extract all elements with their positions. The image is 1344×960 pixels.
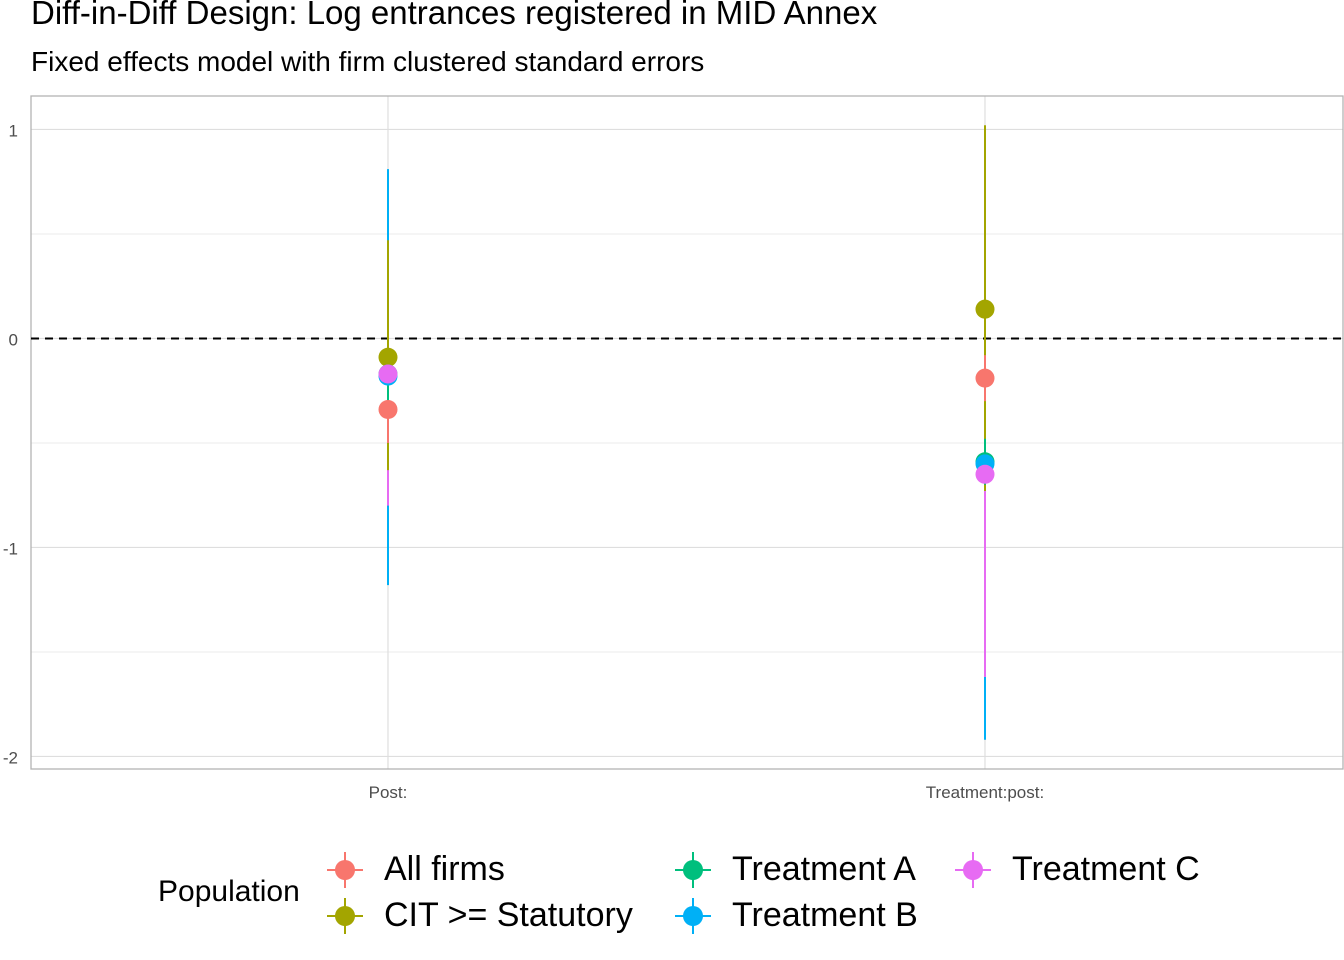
y-tick-label: -2: [3, 748, 18, 767]
legend-key-dot: [335, 906, 355, 926]
legend-label-treatment-a: Treatment A: [732, 850, 916, 888]
y-tick-label: 0: [9, 330, 18, 349]
grid-layer: [30, 95, 1344, 770]
legend-label-treatment-c: Treatment C: [1012, 850, 1200, 888]
legend-label-all-firms: All firms: [384, 850, 505, 888]
legend-label-cit-statutory: CIT >= Statutory: [384, 896, 633, 934]
chart-title: Diff-in-Diff Design: Log entrances regis…: [31, 0, 878, 31]
data-point: [378, 400, 398, 420]
chart-subtitle: Fixed effects model with firm clustered …: [31, 46, 705, 77]
data-point: [378, 364, 398, 384]
legend-key-dot: [335, 860, 355, 880]
panel-border: [30, 95, 1344, 770]
data-point: [975, 368, 995, 388]
legend-title: Population: [158, 875, 300, 908]
data-point: [975, 299, 995, 319]
legend-label-treatment-b: Treatment B: [732, 896, 918, 934]
data-point: [378, 347, 398, 367]
y-tick-label: 1: [9, 121, 18, 140]
legend-key-dot: [963, 860, 983, 880]
data-point: [975, 464, 995, 484]
legend-keys: [327, 852, 991, 934]
series-layer: [378, 125, 995, 740]
y-tick-label: -1: [3, 539, 18, 558]
axis-layer: -2 -1 0 1 Post: Treatment:post:: [3, 121, 1044, 802]
legend-key-dot: [683, 860, 703, 880]
legend-key-dot: [683, 906, 703, 926]
x-tick-label: Treatment:post:: [926, 783, 1044, 802]
x-tick-label: Post:: [369, 783, 408, 802]
